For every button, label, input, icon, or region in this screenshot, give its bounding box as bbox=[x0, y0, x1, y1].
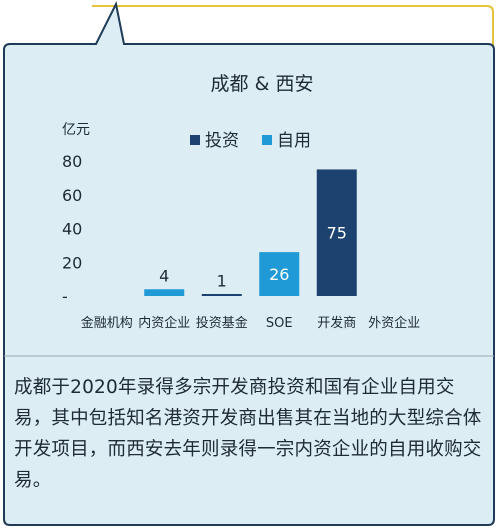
legend-swatch-invest bbox=[190, 135, 200, 145]
x-tick-label: 开发商 bbox=[317, 315, 356, 331]
y-tick-label: 40 bbox=[62, 220, 82, 239]
bar bbox=[316, 169, 357, 296]
bar bbox=[201, 294, 242, 296]
callout-box bbox=[3, 0, 495, 526]
x-tick-label: SOE bbox=[266, 316, 293, 331]
bar bbox=[259, 252, 300, 296]
y-tick-label: 80 bbox=[62, 152, 82, 171]
bars bbox=[144, 169, 357, 296]
bar-data-label: 75 bbox=[327, 224, 347, 243]
x-tick-label: 内资企业 bbox=[138, 315, 190, 331]
x-tick-label: 外资企业 bbox=[368, 315, 420, 331]
y-tick-label: - bbox=[62, 287, 68, 306]
y-axis-unit: 亿元 bbox=[62, 122, 90, 138]
y-tick-label: 60 bbox=[62, 186, 82, 205]
y-axis: 80 60 40 20 - bbox=[62, 152, 82, 306]
x-axis: 金融机构 内资企业 投资基金 SOE 开发商 外资企业 bbox=[81, 315, 421, 331]
x-tick-label: 金融机构 bbox=[81, 315, 133, 331]
bar-data-label: 4 bbox=[159, 266, 169, 285]
caption-text: 成都于2020年录得多宗开发商投资和国有企业自用交易，其中包括知名港资开发商出售… bbox=[14, 377, 482, 491]
legend-label-invest: 投资 bbox=[205, 131, 239, 151]
legend-swatch-selfuse bbox=[262, 135, 272, 145]
chart-title: 成都 & 西安 bbox=[211, 73, 314, 95]
legend: 投资 自用 bbox=[190, 131, 311, 151]
x-tick-label: 投资基金 bbox=[196, 315, 248, 331]
bar-data-label: 1 bbox=[217, 271, 227, 290]
bar bbox=[144, 289, 185, 296]
legend-label-selfuse: 自用 bbox=[277, 131, 311, 151]
y-tick-label: 20 bbox=[62, 253, 82, 272]
bar-data-label: 26 bbox=[269, 265, 289, 284]
bar-labels: 4 1 26 75 bbox=[159, 224, 347, 291]
